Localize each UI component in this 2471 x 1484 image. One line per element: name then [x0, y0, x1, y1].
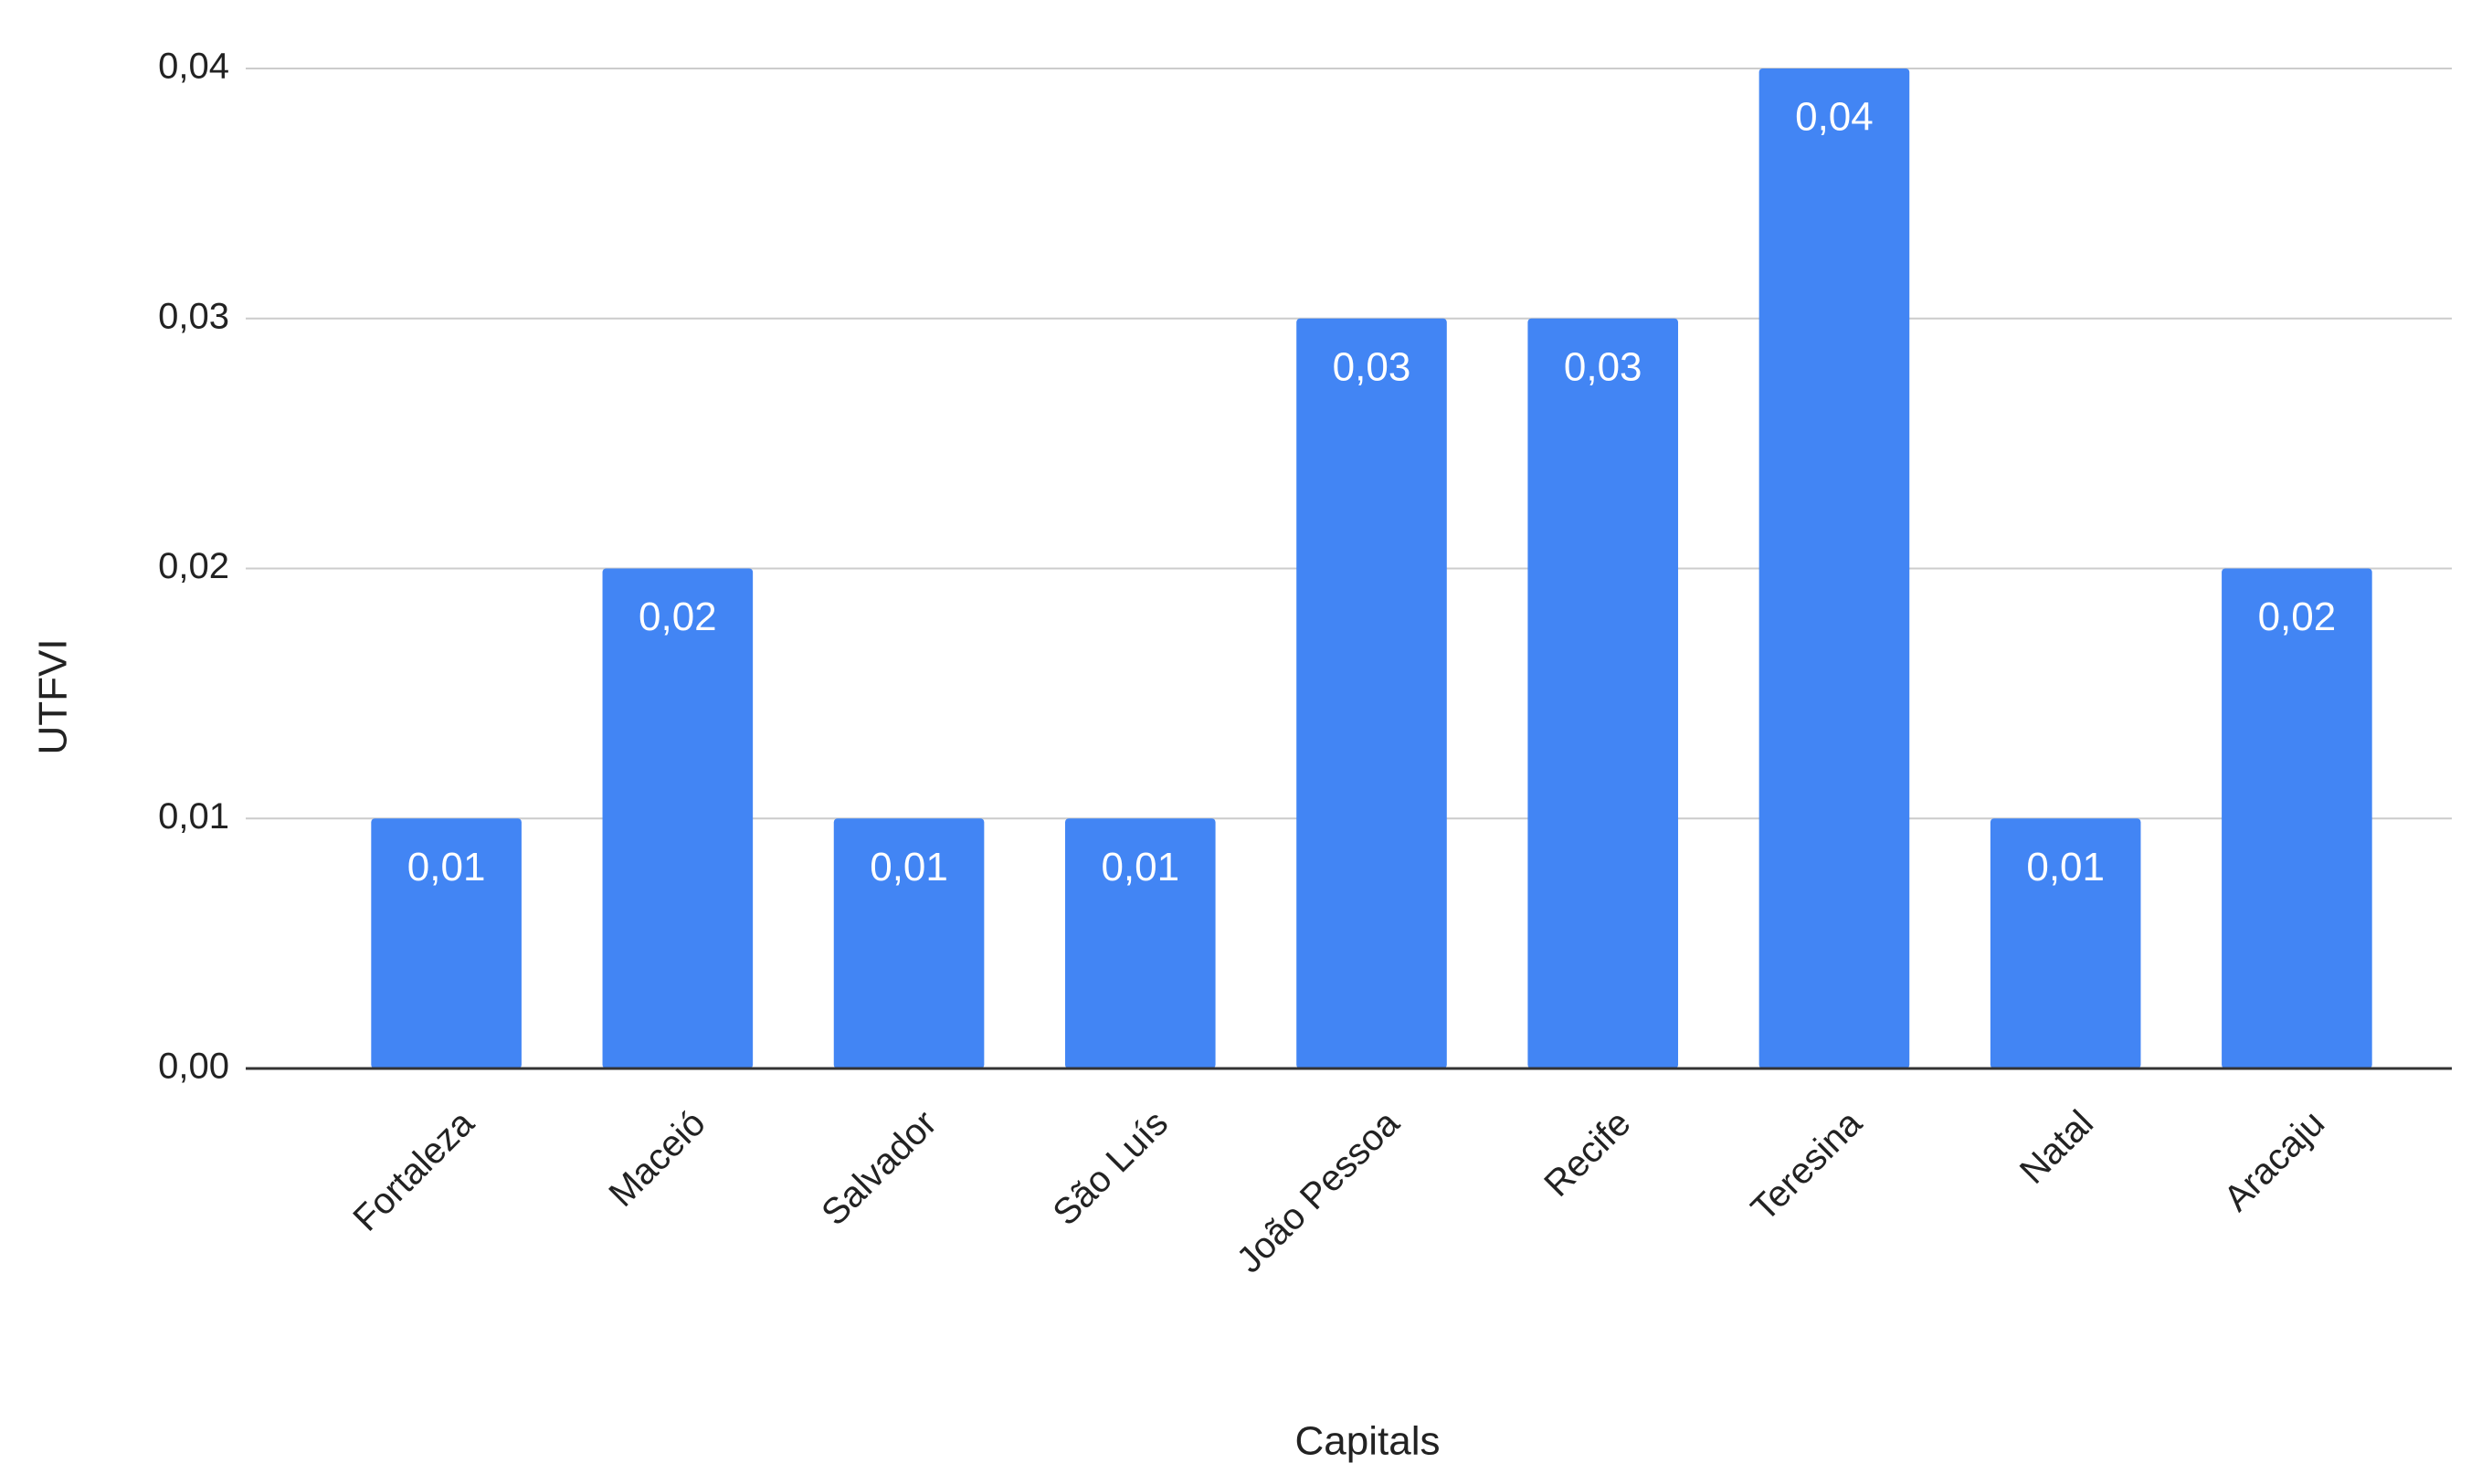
x-tick-label: Maceió [601, 1103, 713, 1215]
value-label: 0,01 [2026, 845, 2105, 889]
x-tick-label: São Luís [1045, 1103, 1176, 1234]
value-label: 0,02 [2258, 595, 2337, 639]
y-tick-label: 0,01 [158, 796, 229, 837]
value-label: 0,03 [1564, 344, 1642, 389]
x-tick-label: Recife [1536, 1103, 1638, 1205]
x-tick-label: Teresina [1744, 1102, 1871, 1229]
value-label: 0,04 [1795, 95, 1874, 140]
bar [1990, 818, 2141, 1068]
x-tick-label: Fortaleza [345, 1102, 482, 1239]
bar [1758, 68, 1910, 1068]
bar [371, 818, 522, 1068]
bar [602, 568, 754, 1068]
value-label: 0,03 [1333, 344, 1411, 389]
bar [1296, 318, 1447, 1068]
y-tick-label: 0,00 [158, 1047, 229, 1087]
value-label: 0,01 [870, 845, 948, 889]
y-tick-label: 0,02 [158, 546, 229, 586]
value-label: 0,02 [639, 595, 717, 639]
bar [833, 818, 985, 1068]
value-label: 0,01 [1101, 845, 1179, 889]
bar [1064, 818, 1216, 1068]
y-axis-title: UTFVI [31, 638, 76, 754]
x-tick-label: Aracaju [2216, 1103, 2332, 1219]
value-label: 0,01 [407, 845, 486, 889]
y-tick-label: 0,04 [158, 47, 229, 87]
x-tick-label: João Pessoa [1230, 1102, 1408, 1280]
x-tick-label: Salvador [814, 1103, 945, 1234]
y-tick-label: 0,03 [158, 296, 229, 336]
bar [1527, 318, 1679, 1068]
x-tick-label: Natal [2012, 1103, 2101, 1192]
x-axis-title: Capitals [1295, 1419, 1441, 1464]
bar [2222, 568, 2372, 1068]
